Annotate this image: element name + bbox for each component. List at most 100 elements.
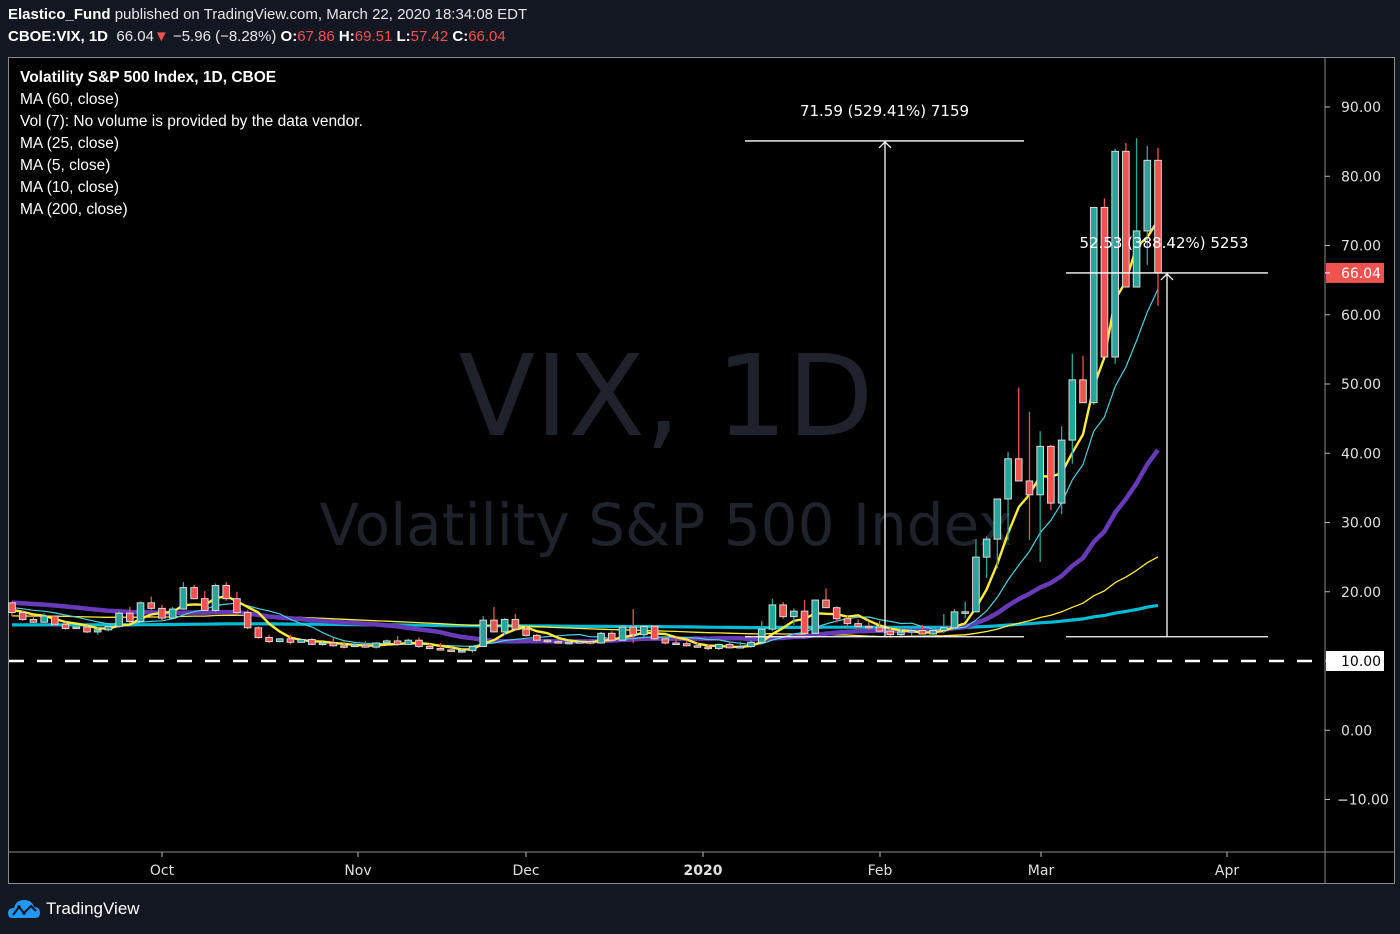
svg-text:66.04: 66.04 [1341, 266, 1381, 282]
time-tick-label: Oct [150, 863, 175, 879]
candle [1025, 411, 1034, 540]
candle [736, 641, 745, 649]
candle [811, 599, 820, 634]
watermark-sub: Volatility S&P 500 Index [319, 491, 1012, 559]
time-tick-label: Mar [1028, 863, 1055, 879]
high-label: H: [338, 28, 355, 45]
candle [1014, 387, 1023, 482]
candle [886, 627, 895, 637]
hline-price-label [1326, 651, 1384, 671]
candle [222, 582, 231, 601]
candle [640, 624, 648, 637]
brand-name: TradingView [46, 899, 140, 918]
candle [436, 642, 445, 651]
price-range-measure-1[interactable]: 71.59 (529.41%) 7159 [745, 102, 1024, 638]
candle [618, 626, 627, 641]
candles [8, 138, 1162, 653]
candle [275, 638, 284, 643]
candle [1154, 147, 1162, 306]
last-price: 66.04 [116, 28, 154, 45]
candle [265, 634, 273, 643]
legend-item-ma10[interactable]: MA (10, close) [20, 179, 120, 196]
legend-item-ma60[interactable]: MA (60, close) [20, 91, 120, 108]
legend-item-ma200[interactable]: MA (200, close) [20, 201, 128, 218]
candle [779, 602, 787, 619]
candle [661, 636, 670, 645]
candle [715, 643, 723, 650]
candle [179, 582, 188, 610]
chart-frame[interactable] [8, 57, 1395, 884]
arrow-up-icon [1160, 273, 1174, 281]
candle [832, 606, 841, 623]
legend-item-ma25[interactable]: MA (25, close) [20, 135, 120, 152]
measure-label: 52.53 (388.42%) 5253 [1079, 234, 1248, 252]
candle [61, 622, 70, 630]
watermark: VIX, 1D Volatility S&P 500 Index [319, 332, 1012, 559]
low-value: 57.42 [410, 28, 449, 45]
candle [672, 637, 680, 646]
price-range-measure-2[interactable]: 52.53 (388.42%) 5253 [1066, 234, 1268, 638]
symbol-label: CBOE:VIX, 1D [8, 28, 109, 45]
price-tick-label: 0.00 [1341, 723, 1372, 739]
candle [158, 604, 166, 622]
candle [1047, 444, 1055, 511]
candle [543, 638, 552, 643]
candle [790, 608, 798, 625]
price-tick-label: 90.00 [1341, 100, 1381, 116]
candle [243, 609, 252, 630]
candle [254, 626, 263, 639]
candle [843, 615, 852, 628]
candle [297, 638, 305, 643]
candle [200, 591, 209, 612]
candle [704, 644, 712, 650]
candle [308, 638, 316, 646]
time-tick-label: Nov [344, 863, 371, 879]
candle [1079, 355, 1087, 404]
candle [725, 641, 734, 649]
price-tick-label: 20.00 [1341, 585, 1381, 601]
high-value: 69.51 [354, 28, 393, 45]
axes[interactable]: −10.00 0.00 10.00 20.00 30.00 40.00 50.00 60.00… [9, 58, 1394, 883]
candle [1111, 148, 1119, 364]
candle [993, 498, 1002, 569]
candle [93, 627, 102, 635]
candle [650, 624, 659, 641]
close-value: 66.04 [468, 28, 506, 45]
ma60-line [11, 556, 1159, 638]
price-tick-label: 30.00 [1341, 516, 1381, 532]
candle [500, 618, 509, 636]
candle [854, 619, 862, 629]
candle [479, 615, 488, 648]
legend-item-vol[interactable]: Vol (7): No volume is provided by the da… [20, 113, 363, 130]
candle [982, 536, 991, 578]
candle [554, 640, 563, 644]
legend-title: Volatility S&P 500 Index, 1D, CBOE [20, 69, 277, 86]
legend-item-ma5[interactable]: MA (5, close) [20, 157, 111, 174]
candle [586, 639, 595, 645]
candle [918, 624, 927, 635]
time-axis[interactable]: Oct Nov Dec 2020 Feb Mar Apr [150, 852, 1239, 879]
candle [1004, 451, 1012, 541]
candle [1036, 431, 1045, 562]
candle [83, 625, 91, 634]
candle [361, 640, 370, 648]
candle [800, 600, 809, 634]
time-tick-label: Apr [1215, 863, 1239, 879]
candle [18, 611, 27, 621]
measurements[interactable]: 71.59 (529.41%) 7159 52.53 (388.42%) 5253 [745, 102, 1268, 638]
price-axis[interactable]: −10.00 0.00 10.00 20.00 30.00 40.00 50.00 60.00… [1325, 100, 1389, 809]
time-tick-label: Feb [868, 863, 893, 879]
candle [1132, 138, 1141, 288]
chart-legend: Volatility S&P 500 Index, 1D, CBOE MA (6… [20, 67, 363, 221]
candle [286, 634, 295, 645]
candle [907, 626, 916, 636]
cloud-chart-icon [8, 900, 40, 918]
candle [383, 639, 391, 644]
candle [8, 601, 16, 616]
candle [340, 641, 348, 649]
svg-text:10.00: 10.00 [1341, 654, 1381, 670]
candle [468, 645, 477, 653]
price-tick-label: −10.00 [1337, 793, 1389, 809]
tradingview-logo[interactable]: TradingView [8, 898, 140, 920]
